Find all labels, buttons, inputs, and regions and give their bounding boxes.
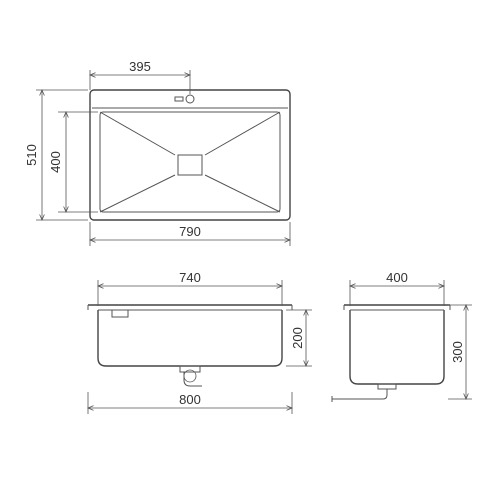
- dim-790: 790: [179, 224, 201, 239]
- dim-740: 740: [179, 270, 201, 285]
- dim-395: 395: [129, 59, 151, 74]
- side-elevation: 400 300: [332, 270, 472, 402]
- dim-200: 200: [290, 327, 305, 349]
- dim-400-side: 400: [386, 270, 408, 285]
- dim-400-top: 400: [48, 151, 63, 173]
- sink-technical-drawing: 395 790 510 400 740: [0, 0, 500, 500]
- top-view: 395 790 510 400: [24, 59, 290, 246]
- dim-300: 300: [450, 341, 465, 363]
- front-elevation: 740 800 200: [88, 270, 312, 414]
- dim-800: 800: [179, 392, 201, 407]
- dim-510: 510: [24, 144, 39, 166]
